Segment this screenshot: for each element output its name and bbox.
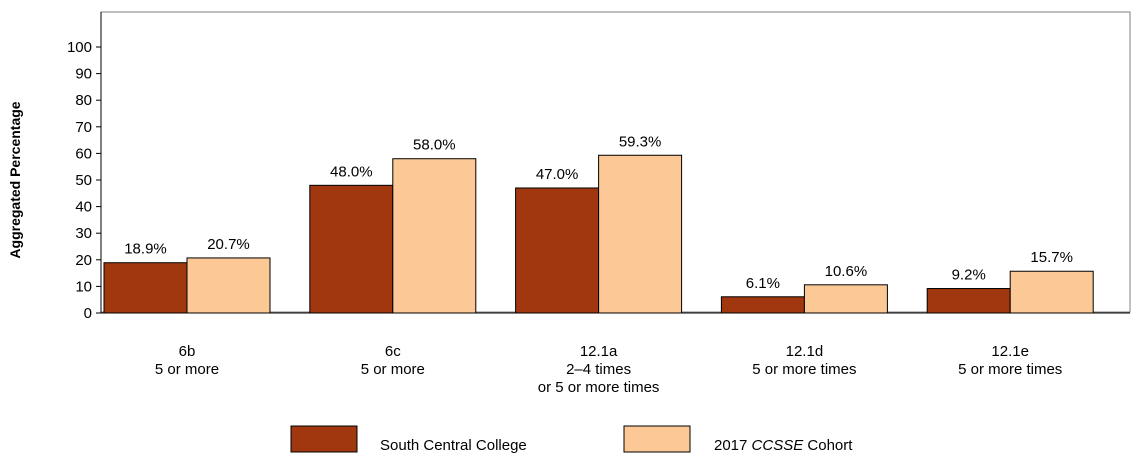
y-tick-label: 70 xyxy=(75,119,92,136)
bar xyxy=(598,154,683,314)
data-label: 47.0% xyxy=(536,166,579,183)
category-label: 6b xyxy=(179,343,196,360)
bar xyxy=(186,257,271,314)
bar xyxy=(720,296,805,314)
bars xyxy=(103,154,1094,314)
category-label: 12.1e xyxy=(991,343,1029,360)
data-label: 9.2% xyxy=(952,267,986,284)
data-label: 18.9% xyxy=(124,241,167,258)
y-tick-label: 80 xyxy=(75,92,92,109)
y-ticks: 0 10 20 30 40 50 60 70 80 90 100 xyxy=(67,39,101,322)
data-label: 15.7% xyxy=(1030,249,1073,266)
y-axis-label: Aggregated Percentage xyxy=(7,101,23,258)
data-label: 58.0% xyxy=(413,137,456,154)
category-label: 12.1d xyxy=(786,343,824,360)
category-label: or 5 or more times xyxy=(538,379,660,396)
bar xyxy=(926,288,1011,314)
y-tick-label: 40 xyxy=(75,199,92,216)
data-label: 59.3% xyxy=(619,133,662,150)
legend-label: South Central College xyxy=(380,437,527,454)
data-label: 10.6% xyxy=(825,263,868,280)
bar xyxy=(1009,270,1094,314)
category-label: 5 or more times xyxy=(958,361,1062,378)
bar xyxy=(103,262,188,314)
bar xyxy=(309,184,394,314)
legend-swatch xyxy=(290,425,358,453)
bar xyxy=(515,187,600,314)
data-label: 48.0% xyxy=(330,163,373,180)
category-label: 12.1a xyxy=(580,343,618,360)
data-label: 20.7% xyxy=(207,236,250,253)
data-label: 6.1% xyxy=(746,275,780,292)
y-tick-label: 100 xyxy=(67,39,92,56)
bar xyxy=(392,158,477,314)
category-label: 5 or more xyxy=(155,361,219,378)
legend-swatch xyxy=(623,425,691,453)
category-label: 6c xyxy=(385,343,401,360)
legend-label: 2017 CCSSE Cohort xyxy=(714,437,853,454)
y-tick-label: 60 xyxy=(75,145,92,162)
y-tick-label: 30 xyxy=(75,225,92,242)
y-tick-label: 0 xyxy=(84,305,92,322)
legend: South Central College 2017 CCSSE Cohort xyxy=(290,425,853,454)
data-labels: 18.9% 20.7% 48.0% 58.0% 47.0% 59.3% 6.1% 10.6% 9… xyxy=(124,133,1073,292)
category-label: 5 or more times xyxy=(752,361,856,378)
bar xyxy=(803,284,888,314)
y-tick-label: 20 xyxy=(75,252,92,269)
category-label: 5 or more xyxy=(361,361,425,378)
category-label: 2–4 times xyxy=(566,361,631,378)
y-tick-label: 50 xyxy=(75,172,92,189)
y-tick-label: 10 xyxy=(75,278,92,295)
y-tick-label: 90 xyxy=(75,66,92,83)
